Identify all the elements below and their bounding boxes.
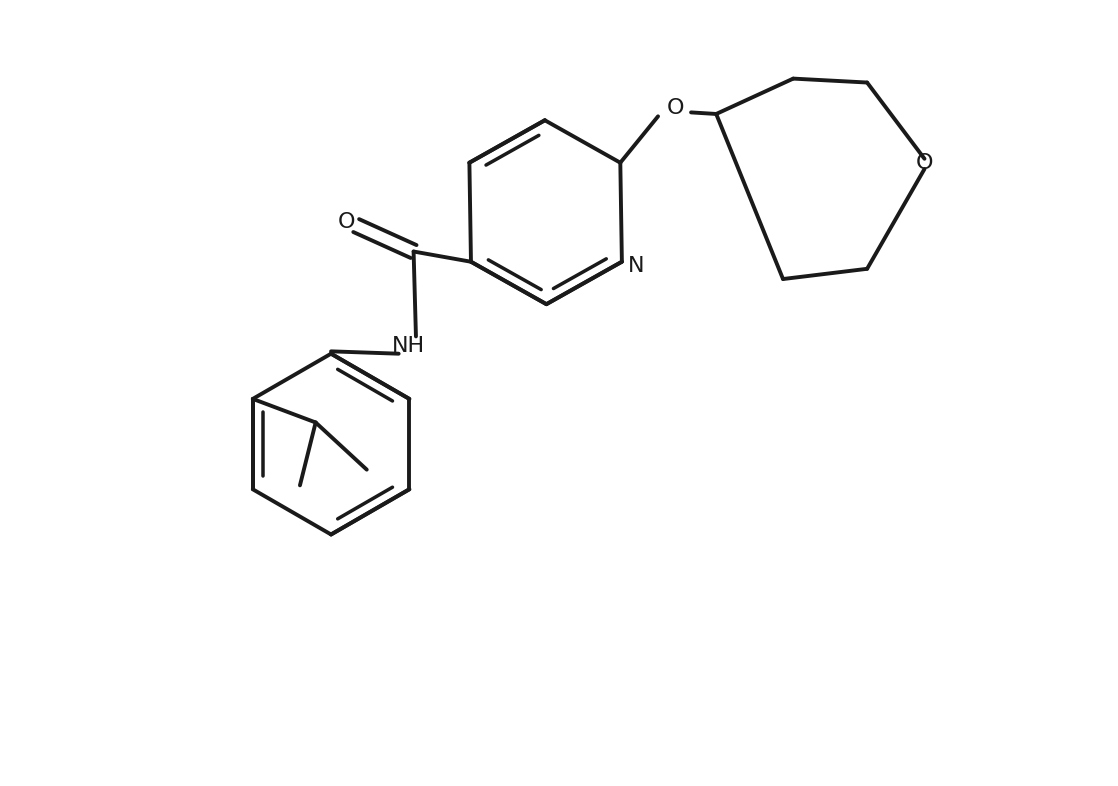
Text: O: O [666, 98, 684, 119]
Text: O: O [338, 211, 356, 232]
Text: O: O [916, 152, 934, 173]
Text: NH: NH [391, 336, 425, 356]
Text: N: N [628, 255, 644, 276]
